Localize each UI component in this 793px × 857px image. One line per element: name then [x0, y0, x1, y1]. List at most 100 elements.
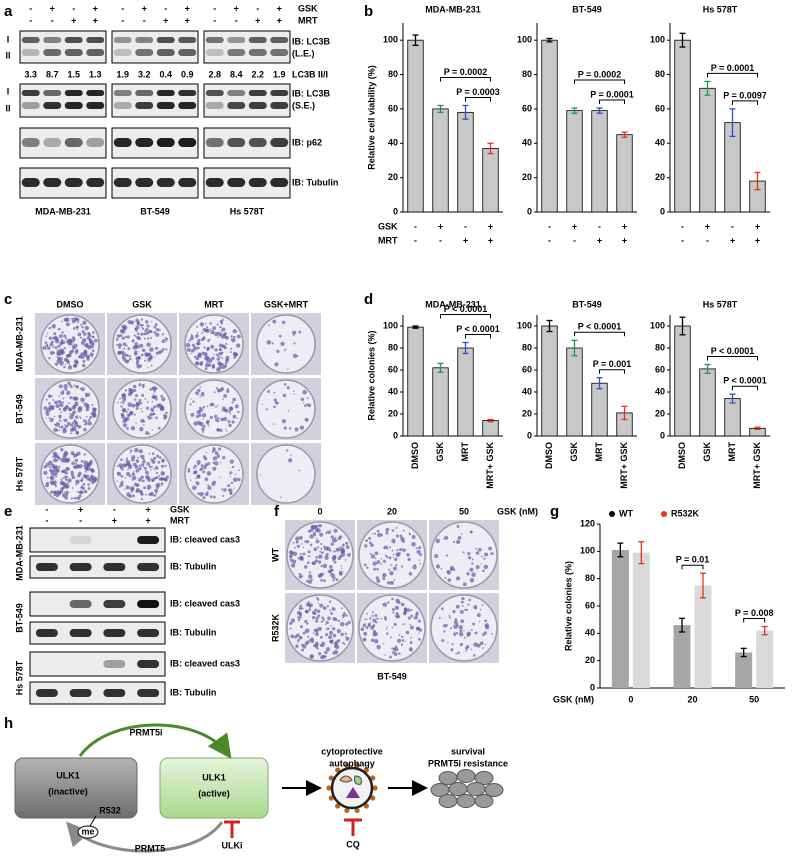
colony	[464, 608, 467, 611]
colony	[141, 476, 144, 478]
bar	[482, 420, 499, 437]
colony	[221, 406, 226, 411]
colony	[450, 648, 454, 652]
colony	[229, 471, 233, 475]
colony	[371, 614, 374, 617]
colony	[56, 355, 59, 358]
colony	[61, 470, 65, 473]
colony	[221, 357, 224, 360]
colony	[223, 488, 227, 492]
colony	[370, 543, 374, 547]
colony	[74, 396, 79, 401]
colony	[145, 406, 149, 410]
colony	[484, 552, 489, 557]
colony	[140, 492, 144, 496]
colony	[340, 565, 342, 567]
colony	[219, 476, 222, 478]
treatment-sign: +	[142, 3, 147, 13]
condition-sign: +	[705, 221, 710, 231]
row-label: WT	[270, 548, 280, 562]
colony	[419, 559, 421, 561]
colony	[80, 341, 85, 345]
colony	[315, 619, 319, 623]
colony	[89, 352, 94, 357]
colony	[65, 424, 69, 428]
colony	[232, 414, 237, 419]
cell	[438, 794, 458, 808]
colony	[91, 403, 94, 406]
colony	[341, 547, 345, 551]
colony	[190, 353, 192, 355]
column-label: GSK	[132, 299, 152, 309]
colony	[216, 454, 220, 458]
colony	[62, 391, 65, 393]
blot	[29, 621, 166, 645]
autophagosome-dot	[354, 762, 360, 769]
colony	[45, 398, 48, 401]
colony	[339, 621, 345, 627]
colony	[375, 631, 378, 634]
colony	[129, 411, 133, 415]
colony	[217, 336, 220, 338]
comparison-bracket	[732, 385, 758, 391]
treatment-sign: +	[50, 3, 55, 13]
colony	[214, 461, 219, 466]
colony	[60, 420, 63, 423]
colony	[315, 616, 319, 620]
treatment-sign: +	[93, 3, 98, 13]
colony	[72, 410, 76, 415]
blot-band	[227, 178, 246, 187]
colony	[64, 475, 68, 479]
blot-band	[103, 689, 126, 697]
colony	[92, 331, 95, 334]
colony	[199, 421, 204, 427]
colony	[59, 360, 64, 366]
blot-band	[43, 90, 62, 96]
colony	[416, 549, 421, 555]
colony	[70, 497, 73, 500]
colony	[320, 572, 323, 576]
colony	[317, 546, 320, 549]
colony	[292, 390, 295, 392]
colony	[196, 325, 199, 328]
colony	[385, 627, 388, 630]
blot-band	[270, 37, 289, 43]
colony	[377, 532, 382, 538]
colony	[158, 456, 162, 459]
bar	[699, 368, 716, 437]
colony	[141, 324, 144, 327]
colony	[80, 352, 84, 356]
colony	[141, 326, 143, 329]
colony	[124, 324, 126, 326]
colony	[48, 356, 51, 360]
colony	[327, 530, 332, 535]
colony	[407, 616, 411, 620]
colony	[221, 318, 224, 321]
colony	[402, 548, 406, 552]
colony	[60, 448, 64, 452]
colony	[186, 347, 191, 353]
colony	[322, 545, 326, 548]
colony	[144, 359, 147, 362]
colony	[53, 453, 56, 456]
colony	[77, 332, 82, 337]
colony	[194, 470, 198, 474]
colony	[202, 424, 206, 428]
colony	[53, 415, 56, 418]
colony	[458, 631, 464, 637]
error-bar	[761, 625, 768, 636]
colony	[195, 356, 200, 361]
colony	[482, 569, 485, 573]
colony	[205, 451, 208, 454]
colony	[147, 401, 149, 403]
colony	[384, 618, 387, 621]
colony	[188, 339, 191, 342]
colony	[135, 459, 138, 461]
colony	[49, 468, 52, 470]
colony	[73, 453, 77, 458]
colony	[449, 627, 452, 630]
colony	[53, 423, 56, 426]
colony	[282, 393, 287, 398]
colony	[69, 408, 72, 411]
comparison-bracket	[465, 334, 491, 339]
